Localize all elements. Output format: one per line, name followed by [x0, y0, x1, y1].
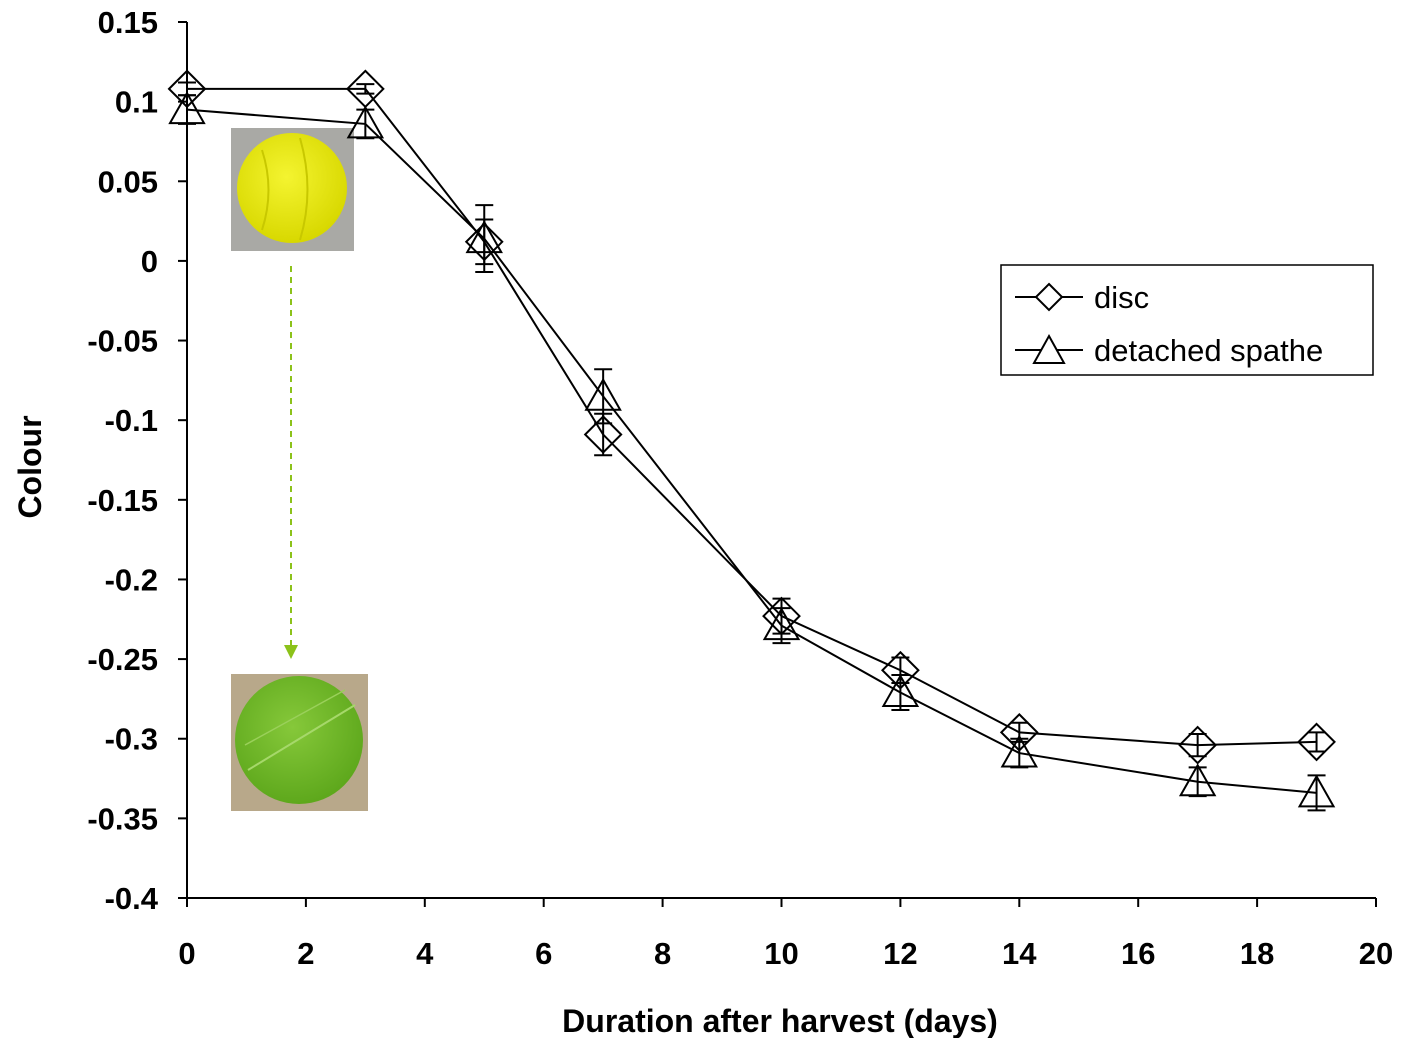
x-tick-label: 10: [764, 936, 798, 971]
data-point-detached-spathe: [465, 220, 503, 254]
series-line-disc: [187, 87, 1317, 747]
legend-label-disc: disc: [1094, 280, 1149, 315]
y-tick-label: 0.15: [98, 5, 158, 40]
data-point-detached-spathe: [346, 105, 385, 139]
x-tick-label: 20: [1359, 936, 1393, 971]
data-point-detached-spathe: [1297, 774, 1336, 808]
x-tick-label: 12: [883, 936, 917, 971]
x-tick-label: 8: [654, 936, 671, 971]
x-axis-ticks: 0 2 4 6 8 10 12 14 16 18 20: [178, 898, 1393, 971]
x-tick-label: 16: [1121, 936, 1155, 971]
y-tick-label: -0.3: [105, 722, 158, 757]
legend-marker-detached-spathe: [1032, 333, 1066, 364]
error-bar: [594, 368, 613, 425]
error-bar: [772, 607, 791, 645]
data-point-detached-spathe: [881, 674, 920, 708]
legend: disc detached spathe: [1000, 264, 1374, 376]
data-point-disc: [1297, 722, 1336, 762]
data-point-detached-spathe: [762, 607, 801, 641]
y-tick-label: -0.4: [105, 881, 159, 916]
legend-label-detached-spathe: detached spathe: [1094, 333, 1323, 368]
x-tick-label: 4: [416, 936, 434, 971]
annotation-photos: [231, 128, 368, 811]
data-point-detached-spathe: [1000, 734, 1039, 768]
y-tick-label: -0.15: [87, 483, 158, 518]
y-tick-label: 0.05: [98, 164, 158, 199]
y-tick-label: 0.1: [115, 85, 158, 120]
y-axis-title: Colour: [12, 415, 48, 518]
error-bar: [891, 674, 910, 712]
x-tick-label: 0: [178, 936, 195, 971]
x-tick-label: 18: [1240, 936, 1274, 971]
x-axis-title: Duration after harvest (days): [562, 1003, 998, 1038]
error-bar: [475, 204, 494, 274]
error-bar: [356, 83, 375, 95]
y-tick-label: 0: [141, 244, 158, 279]
series-layer: [167, 69, 1336, 812]
y-tick-label: -0.2: [105, 562, 158, 597]
legend-box: [1000, 264, 1374, 376]
data-point-detached-spathe: [168, 91, 206, 125]
yellow-spathe-disc-photo: [231, 128, 354, 251]
error-bar: [1307, 731, 1326, 753]
x-tick-label: 6: [535, 936, 552, 971]
data-point-disc: [583, 415, 623, 454]
green-spathe-disc-photo: [231, 674, 368, 811]
x-tick-label: 14: [1002, 936, 1037, 971]
y-tick-label: -0.1: [105, 403, 158, 438]
y-axis-ticks: 0.15 0.1 0.05 0 -0.05 -0.1 -0.15 -0.2 -0.25 -0.3 -…: [87, 5, 187, 916]
legend-marker-disc: [1034, 282, 1064, 312]
x-tick-label: 2: [297, 936, 314, 971]
data-point-disc: [1178, 725, 1218, 765]
data-point-detached-spathe: [584, 377, 622, 411]
y-tick-label: -0.25: [87, 642, 158, 677]
series-detached-spathe: [168, 91, 1336, 812]
y-tick-label: -0.05: [87, 324, 158, 359]
y-tick-label: -0.35: [87, 801, 158, 836]
color-change-arrow: [284, 266, 298, 659]
data-point-detached-spathe: [1178, 763, 1217, 797]
